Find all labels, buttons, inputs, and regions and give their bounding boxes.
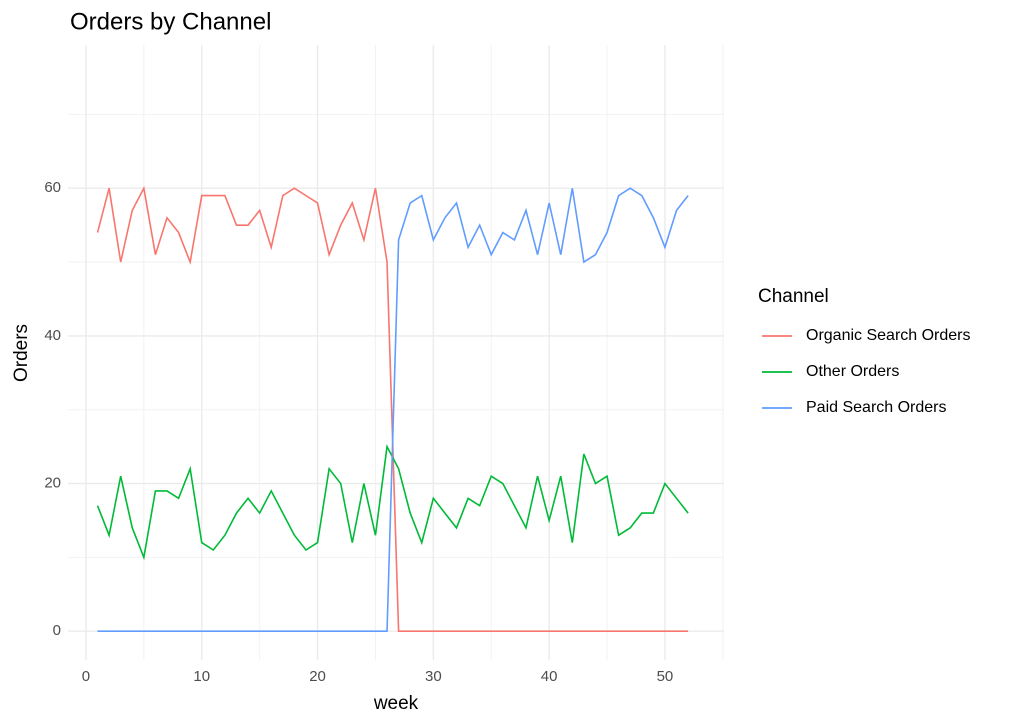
x-tick-label: 20: [309, 668, 326, 685]
x-tick-label: 0: [82, 668, 90, 685]
legend-label: Other Orders: [806, 363, 899, 380]
x-tick-label: 30: [425, 668, 442, 685]
series-line: [97, 187, 689, 633]
y-tick-label: 0: [53, 622, 61, 639]
x-axis-label: week: [373, 693, 419, 714]
x-tick-label: 40: [541, 668, 558, 685]
y-tick-label: 60: [44, 179, 61, 196]
legend-label: Paid Search Orders: [806, 399, 947, 416]
x-tick-label: 50: [657, 668, 674, 685]
legend-label: Organic Search Orders: [806, 327, 971, 344]
chart-title: Orders by Channel: [70, 8, 271, 35]
legend-title: Channel: [758, 286, 829, 307]
y-tick-label: 40: [44, 327, 61, 344]
x-tick-label: 10: [193, 668, 210, 685]
y-tick-label: 20: [44, 475, 61, 492]
y-axis-label: Orders: [11, 324, 32, 382]
